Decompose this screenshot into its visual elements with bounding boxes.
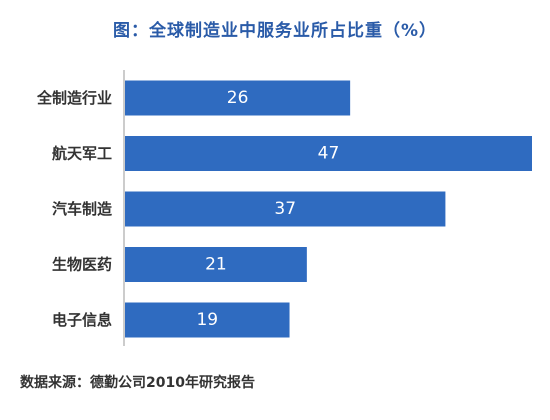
chart-title: 图：全球制造业中服务业所占比重（%） xyxy=(112,21,438,41)
category-label: 汽车制造 xyxy=(52,200,112,218)
category-label: 电子信息 xyxy=(52,311,112,329)
data-source-note: 数据来源：德勤公司2010年研究报告 xyxy=(20,375,255,391)
category-label: 航天军工 xyxy=(52,145,112,163)
bar xyxy=(125,136,532,171)
bar-value-label: 26 xyxy=(227,88,249,108)
bar-value-label: 19 xyxy=(196,310,218,330)
bar-value-label: 37 xyxy=(274,199,296,219)
bar-value-label: 47 xyxy=(318,144,340,164)
bar xyxy=(125,80,351,116)
bar xyxy=(125,302,290,338)
bar-value-label: 21 xyxy=(205,255,227,275)
bar xyxy=(125,191,446,227)
bar xyxy=(125,247,307,282)
category-label: 全制造行业 xyxy=(36,89,112,107)
category-label: 生物医药 xyxy=(52,256,112,274)
